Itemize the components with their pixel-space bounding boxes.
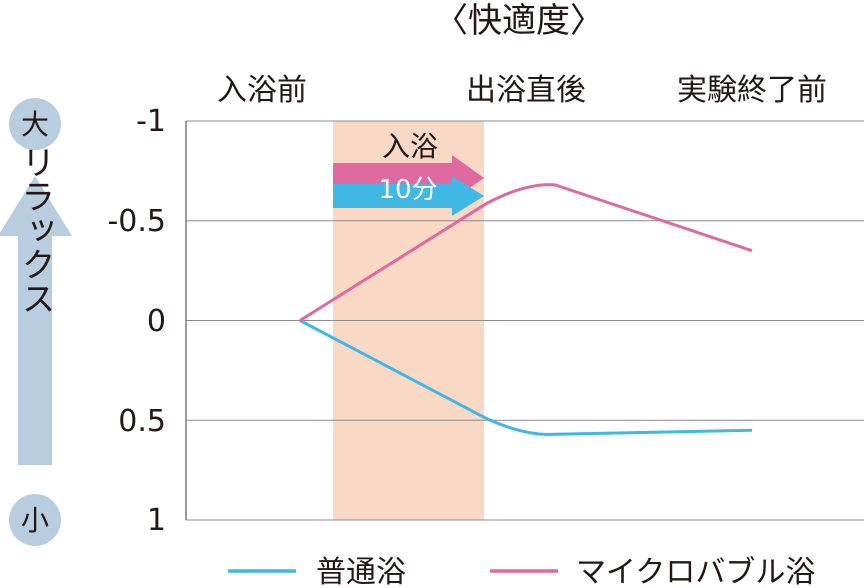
- x-tick-label-before-bath: 入浴前: [217, 73, 307, 108]
- y-tick-label-1: 1: [147, 503, 166, 538]
- x-tick-label-experiment-end: 実験終了前: [677, 73, 827, 108]
- y-tick-label-neg0-5: -0.5: [107, 204, 166, 239]
- chart-title: 〈快適度〉: [434, 1, 604, 41]
- x-tick-label-after-bath: 出浴直後: [466, 73, 586, 108]
- y-tick-label-neg1: -1: [136, 104, 166, 139]
- bath-duration-label: 10分: [378, 175, 437, 205]
- series-line-normal-bath: [299, 319, 753, 436]
- bath-label: 入浴: [382, 130, 438, 163]
- y-tick-label-0-5: 0.5: [118, 404, 166, 439]
- relax-arrow-icon: [0, 176, 72, 465]
- gridlines: [186, 120, 864, 521]
- legend-label-normal-bath: 普通浴: [316, 555, 406, 588]
- scale-top-label: 大: [21, 108, 49, 141]
- scale-top-badge: [9, 98, 61, 150]
- legend-label-microbubble-bath: マイクロバブル浴: [576, 555, 815, 588]
- scale-bottom-badge: [9, 494, 61, 546]
- scale-bottom-label: 小: [21, 504, 49, 537]
- series-line-microbubble-bath: [299, 183, 753, 322]
- bath-arrow-blue: [333, 176, 484, 216]
- scale-axis-label: リラックス: [15, 145, 55, 315]
- y-tick-label-0: 0: [147, 304, 166, 339]
